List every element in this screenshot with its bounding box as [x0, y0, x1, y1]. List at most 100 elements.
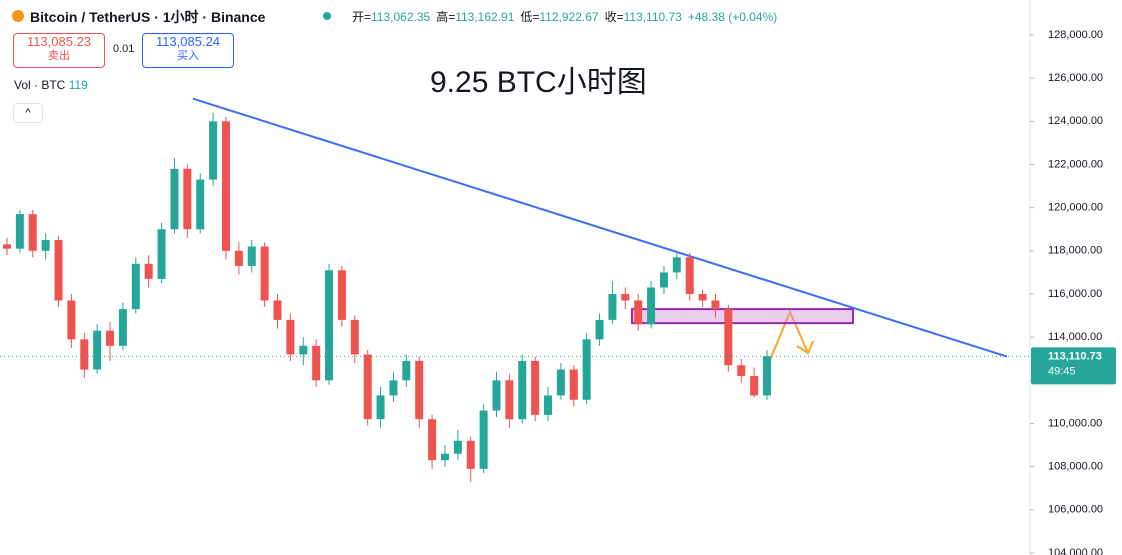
- candle-body: [492, 380, 501, 411]
- y-tick-label: 110,000.00: [1048, 417, 1102, 429]
- candle-body: [595, 319, 604, 340]
- candle-body: [621, 294, 630, 301]
- candle-body: [260, 246, 269, 301]
- buy-price: 113,085.24: [155, 34, 221, 49]
- y-tick-label: 124,000.00: [1048, 115, 1103, 127]
- candle-body: [80, 339, 89, 370]
- candle-body: [763, 356, 771, 396]
- volume-legend: Vol · BTC 119: [14, 78, 88, 92]
- candle-body: [183, 168, 192, 230]
- candle-body: [299, 345, 308, 355]
- y-tick-label: 120,000.00: [1048, 202, 1103, 214]
- y-tick-label: 128,000.00: [1048, 29, 1103, 41]
- countdown: 49:45: [1048, 365, 1076, 377]
- candle-body: [350, 319, 359, 355]
- volume-label: Vol · BTC: [14, 78, 66, 92]
- candle-body: [118, 309, 127, 346]
- candle-body: [93, 330, 102, 370]
- candle-body: [325, 270, 334, 381]
- candle-body: [106, 330, 115, 346]
- ohlc-label: 开=: [352, 10, 372, 24]
- candle-body: [209, 121, 218, 180]
- candle-body: [247, 246, 256, 266]
- candle-body: [737, 365, 746, 377]
- ohlc-change: +48.38 (+0.04%): [687, 10, 778, 24]
- candle-body: [428, 419, 437, 461]
- candle-body: [466, 440, 475, 469]
- coin-icon: [12, 10, 24, 22]
- candle-body: [337, 270, 346, 320]
- candle-body: [286, 319, 295, 355]
- candle-body: [672, 257, 681, 273]
- candle-body: [685, 257, 694, 294]
- y-tick-label: 126,000.00: [1048, 72, 1103, 84]
- ohlc-legend: 开=113,062.35 高=113,162.91 低=112,922.67 收=11…: [352, 8, 777, 25]
- candle-body: [724, 309, 733, 366]
- trend-line: [192, 97, 1008, 358]
- sell-price: 113,085.23: [26, 34, 92, 49]
- ohlc-label: 高=: [436, 10, 456, 24]
- candle-body: [131, 263, 140, 310]
- candle-body: [453, 440, 462, 454]
- candle-body: [54, 240, 63, 301]
- candle-body: [15, 214, 24, 249]
- price-zone: [631, 308, 854, 325]
- candle-body: [221, 121, 230, 251]
- candle-body: [28, 214, 37, 251]
- candle-body: [659, 272, 668, 288]
- sell-button[interactable]: 113,085.23 卖出: [13, 33, 105, 68]
- candle-body: [634, 300, 643, 325]
- candle-body: [41, 240, 50, 251]
- candle-body: [67, 300, 76, 340]
- candle-body: [544, 395, 553, 415]
- y-tick-label: 116,000.00: [1048, 288, 1102, 300]
- candle-body: [440, 453, 449, 461]
- candle-body: [518, 360, 527, 420]
- status-dot: [323, 12, 331, 20]
- candle-body: [389, 380, 398, 396]
- y-tick-label: 122,000.00: [1048, 158, 1103, 170]
- volume-value: 119: [68, 78, 88, 92]
- candle-body: [569, 369, 578, 400]
- ohlc-label: 收=: [604, 10, 624, 24]
- candle-body: [196, 179, 205, 230]
- ohlc-label: 低=: [520, 10, 540, 24]
- candle-body: [312, 345, 321, 381]
- ohlc-value: 113,062.35: [371, 10, 431, 24]
- candle-body: [3, 244, 11, 249]
- candle-body: [608, 294, 617, 320]
- candle-body: [402, 360, 411, 381]
- candle-body: [711, 300, 720, 310]
- y-tick-label: 106,000.00: [1048, 504, 1103, 516]
- sell-label: 卖出: [48, 50, 70, 62]
- y-tick-label: 104,000.00: [1048, 547, 1103, 555]
- candle-body: [698, 294, 707, 301]
- y-tick-label: 108,000.00: [1048, 461, 1103, 473]
- buy-button[interactable]: 113,085.24 买入: [142, 33, 234, 68]
- candle-body: [647, 287, 656, 325]
- ohlc-value: 113,110.73: [623, 10, 682, 24]
- candle-body: [415, 360, 424, 420]
- arrow: [769, 309, 809, 361]
- symbol: Bitcoin / TetherUS · 1小时 · Binance: [30, 9, 266, 25]
- last-price-box: [1031, 347, 1116, 385]
- candle-body: [505, 380, 514, 420]
- collapse-button[interactable]: ^: [13, 103, 43, 123]
- annotation-title: 9.25 BTC小时图: [430, 66, 647, 99]
- candle-body: [750, 376, 759, 396]
- candle-body: [363, 354, 372, 420]
- candle-body: [273, 300, 282, 320]
- candle-body: [144, 263, 153, 279]
- buy-label: 买入: [177, 50, 199, 62]
- y-tick-label: 114,000.00: [1048, 331, 1102, 343]
- candle-body: [157, 229, 166, 279]
- candle-body: [582, 339, 591, 400]
- ohlc-value: 113,162.91: [455, 10, 515, 24]
- candle-body: [556, 369, 565, 396]
- candle-body: [170, 168, 179, 230]
- candle-body: [531, 360, 540, 415]
- candle-body: [234, 250, 243, 266]
- y-tick-label: 118,000.00: [1048, 245, 1102, 257]
